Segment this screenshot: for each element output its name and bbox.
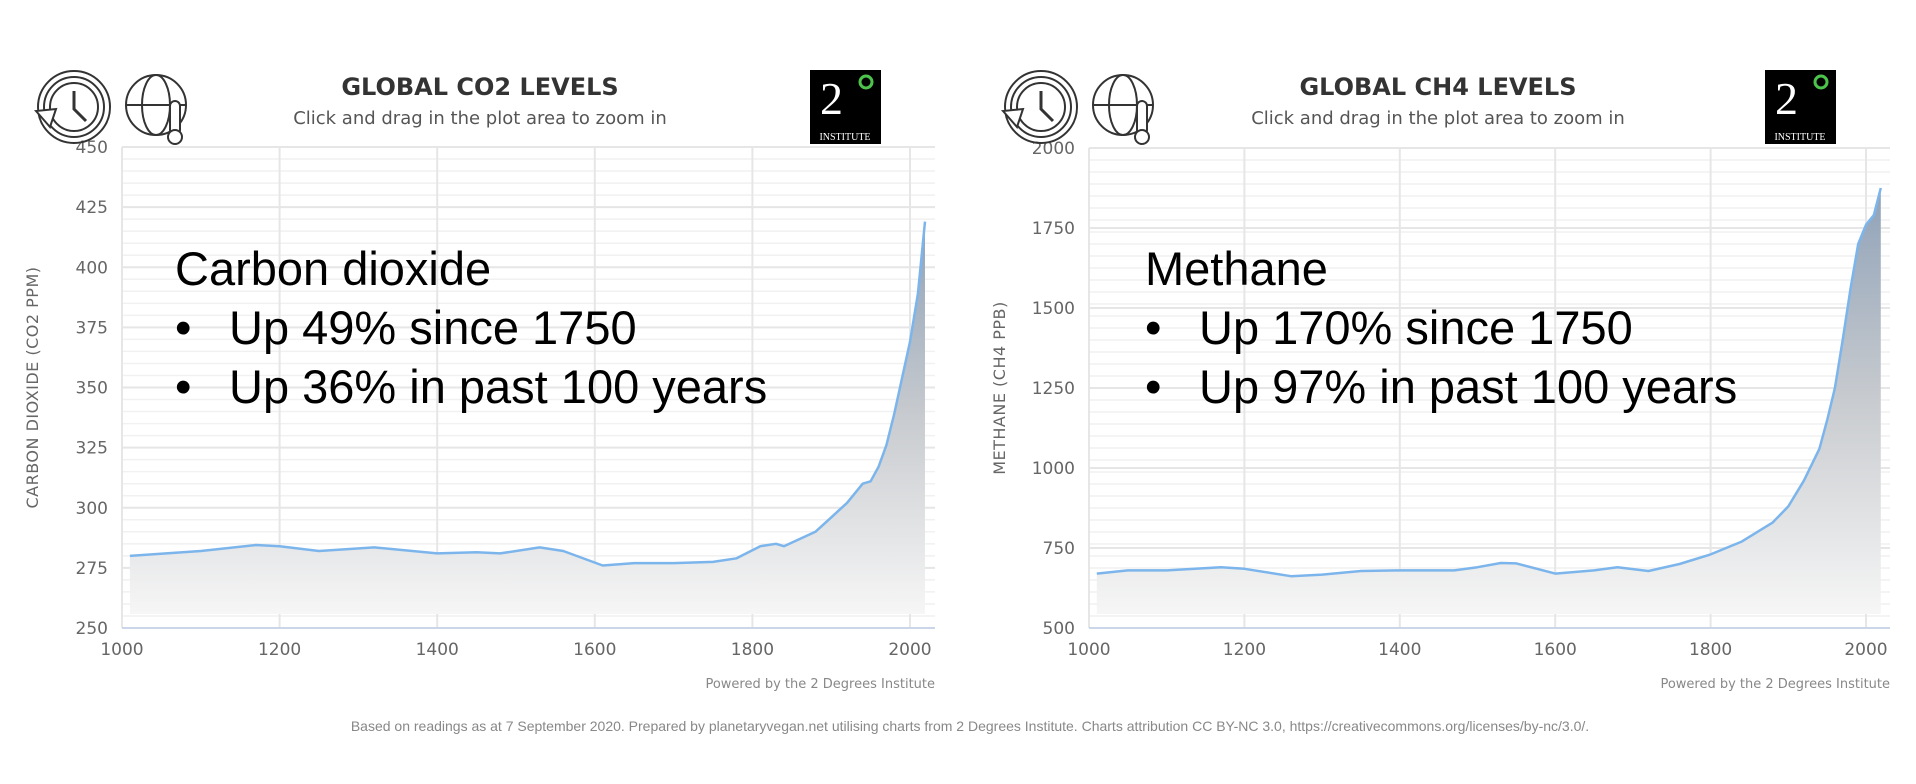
y-tick-label: 2000: [1032, 139, 1075, 159]
x-tick-label: 1600: [573, 640, 616, 660]
y-tick-label: 350: [76, 379, 108, 399]
logo-degree-ring: [1813, 74, 1829, 90]
clock-hands: [1039, 91, 1055, 123]
chart-credit[interactable]: Powered by the 2 Degrees Institute: [1660, 677, 1890, 692]
x-tick-label: 1200: [258, 640, 301, 660]
y-tick-label: 750: [1043, 539, 1075, 559]
icon-ring: [37, 70, 111, 144]
icon-ring: [43, 76, 105, 138]
footer-attribution: Based on readings as at 7 September 2020…: [351, 718, 1589, 734]
x-tick-label: 1400: [416, 640, 459, 660]
series-area-fill: [1096, 188, 1881, 614]
logo-degree-ring: [858, 74, 874, 90]
arrow-head: [33, 107, 58, 129]
y-tick-label: 250: [76, 619, 108, 639]
y-axis-label: METHANE (CH4 PPB): [990, 301, 1009, 475]
icon-ring: [49, 82, 99, 132]
bullet-dot: •: [175, 301, 191, 354]
annotation-bullet: Up 170% since 1750: [1199, 301, 1633, 354]
x-tick-label: 1000: [1067, 640, 1110, 660]
x-tick-label: 1800: [731, 640, 774, 660]
chart-credit[interactable]: Powered by the 2 Degrees Institute: [705, 677, 935, 692]
x-tick-label: 2000: [1844, 640, 1887, 660]
y-tick-label: 1000: [1032, 459, 1075, 479]
history-clock-icon[interactable]: [33, 70, 111, 144]
bullet-dot: •: [1145, 301, 1161, 354]
x-tick-label: 2000: [888, 640, 931, 660]
y-tick-label: 325: [76, 439, 108, 459]
globe-thermometer-icon[interactable]: [125, 74, 187, 145]
chart-subtitle: Click and drag in the plot area to zoom …: [293, 108, 667, 129]
y-tick-label: 1250: [1032, 379, 1075, 399]
annotation-heading: Carbon dioxide: [175, 242, 491, 295]
icon-ring: [1016, 82, 1066, 132]
y-tick-label: 300: [76, 499, 108, 519]
y-axis-label: CARBON DIOXIDE (CO2 PPM): [23, 267, 42, 509]
thermometer-bulb: [1134, 129, 1150, 145]
icon-ring: [1010, 76, 1072, 138]
series-line[interactable]: [1096, 187, 1883, 578]
ch4-chart[interactable]: 500 750 1000 1250 1500 1750 2000 1000 1200 1400 16…: [990, 70, 1890, 692]
x-tick-label: 1800: [1689, 640, 1732, 660]
two-degrees-institute-logo[interactable]: 2 INSTITUTE: [1765, 70, 1836, 144]
thermometer-bulb: [167, 129, 183, 145]
bullet-dot: •: [1145, 360, 1161, 413]
x-tick-label: 1400: [1378, 640, 1421, 660]
y-tick-label: 375: [76, 318, 108, 338]
series-line[interactable]: [129, 221, 927, 567]
icon-ring: [1004, 70, 1078, 144]
x-tick-label: 1200: [1223, 640, 1266, 660]
annotation-bullet: Up 97% in past 100 years: [1199, 360, 1737, 413]
y-tick-label: 425: [76, 198, 108, 218]
logo-numeral: 2: [1775, 73, 1798, 124]
history-clock-icon[interactable]: [1000, 70, 1078, 144]
y-tick-label: 400: [76, 258, 108, 278]
annotation-heading: Methane: [1145, 242, 1328, 295]
logo-background: [1765, 70, 1836, 144]
bullet-dot: •: [175, 360, 191, 413]
y-tick-label: 500: [1043, 619, 1075, 639]
x-tick-label: 1000: [100, 640, 143, 660]
chart-title: GLOBAL CO2 LEVELS: [341, 73, 618, 101]
annotation-bullet: Up 36% in past 100 years: [229, 360, 767, 413]
series-area-fill: [129, 221, 925, 614]
annotation-bullet: Up 49% since 1750: [229, 301, 637, 354]
y-tick-label: 1750: [1032, 219, 1075, 239]
arrow-head: [1000, 107, 1025, 129]
logo-wordmark: INSTITUTE: [1774, 132, 1825, 143]
co2-chart[interactable]: 250 275 300 325 350 375 400 425 450 1000 1200 1400 1…: [23, 70, 935, 692]
logo-wordmark: INSTITUTE: [819, 132, 870, 143]
logo-numeral: 2: [820, 73, 843, 124]
chart-title: GLOBAL CH4 LEVELS: [1299, 73, 1576, 101]
x-tick-label: 1600: [1534, 640, 1577, 660]
chart-subtitle: Click and drag in the plot area to zoom …: [1251, 108, 1625, 129]
y-tick-label: 450: [76, 138, 108, 158]
logo-background: [810, 70, 881, 144]
two-degrees-institute-logo[interactable]: 2 INSTITUTE: [810, 70, 881, 144]
clock-hands: [72, 91, 88, 123]
globe-thermometer-icon[interactable]: [1092, 74, 1154, 145]
y-tick-label: 1500: [1032, 299, 1075, 319]
y-tick-label: 275: [76, 559, 108, 579]
